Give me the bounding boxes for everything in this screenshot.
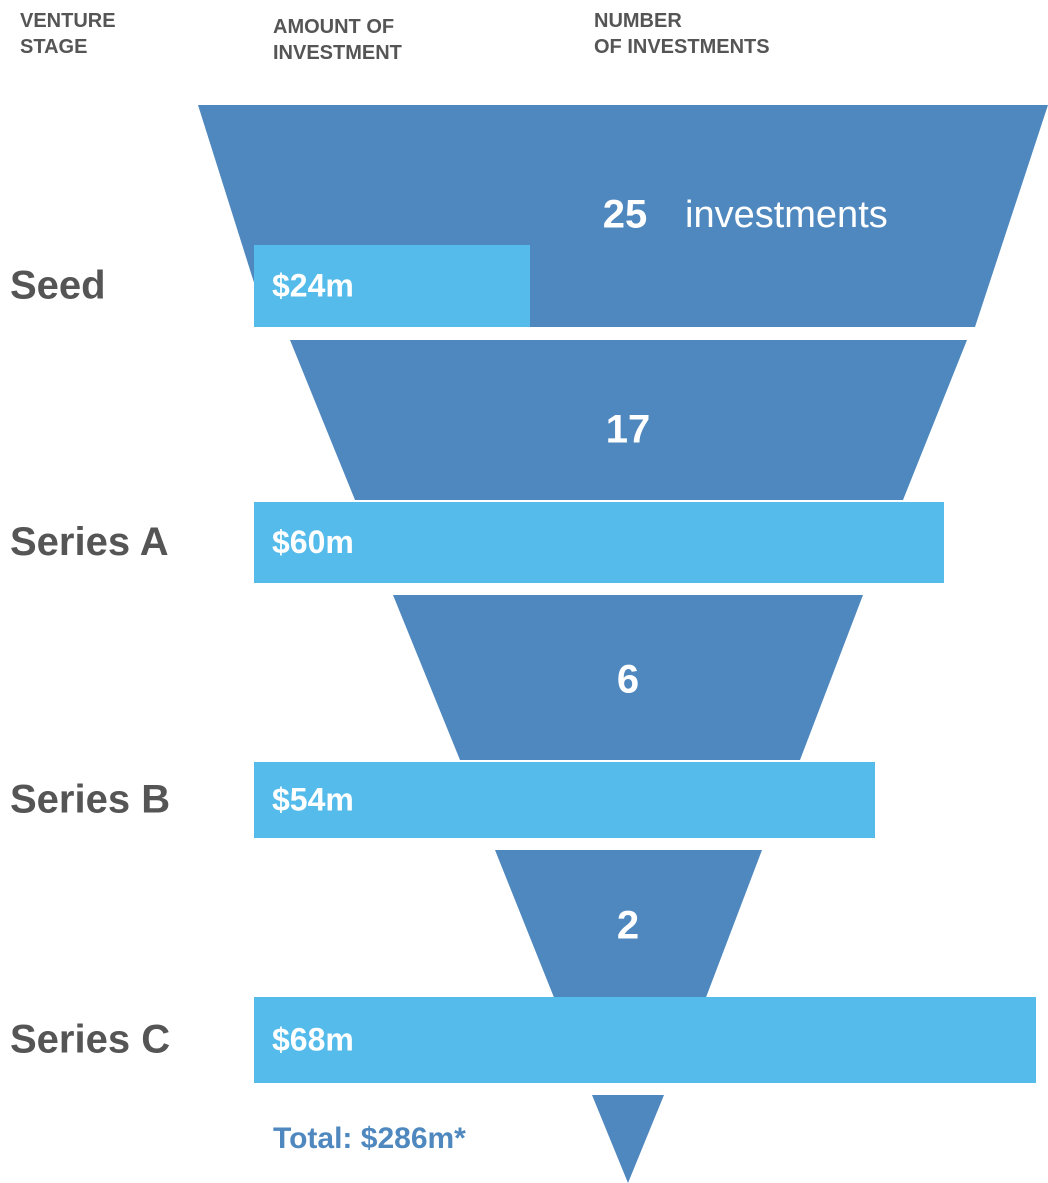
bar	[254, 245, 530, 327]
funnel-segment	[393, 595, 863, 760]
stage-label: Seed	[10, 264, 106, 308]
stage-label: Series A	[10, 520, 169, 564]
bar-label: $54m	[272, 781, 354, 817]
funnel-segment	[592, 1095, 664, 1183]
count-label: 17	[606, 408, 651, 452]
total: Total: $286m*	[273, 1122, 466, 1155]
bar-label: $60m	[272, 524, 354, 560]
count-unit: investments	[685, 194, 888, 236]
count-label: 6	[617, 658, 639, 702]
stage-label: Series C	[10, 1018, 170, 1062]
bar	[254, 762, 875, 838]
column-header: NUMBER OF INVESTMENTS	[594, 10, 770, 58]
bar-label: $24m	[272, 267, 354, 303]
bar-label: $68m	[272, 1021, 354, 1057]
count-label: 25	[603, 193, 648, 237]
funnel-segment	[290, 340, 967, 500]
bar	[254, 502, 944, 583]
column-header: VENTURE STAGE	[20, 10, 116, 58]
funnel-segment	[495, 850, 762, 1000]
column-header: AMOUNT OF INVESTMENT	[273, 16, 402, 64]
bar	[254, 997, 1036, 1083]
count-label: 2	[617, 904, 639, 948]
stage-label: Series B	[10, 778, 170, 822]
